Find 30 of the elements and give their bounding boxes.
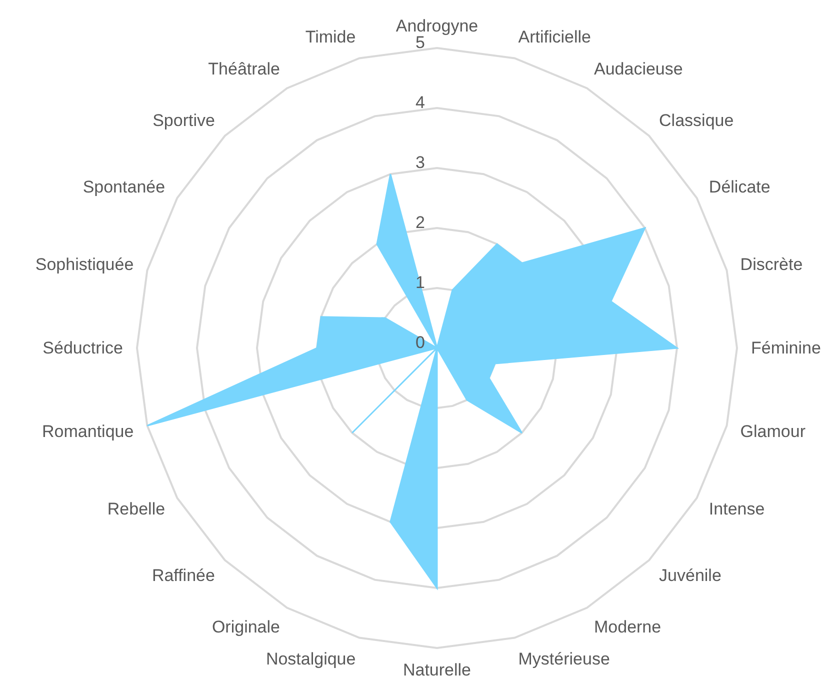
y-tick-label: 4 <box>416 93 425 112</box>
spoke-label: Intense <box>708 500 765 518</box>
spoke-label: Rebelle <box>107 500 166 518</box>
spoke-label: Timide <box>305 27 356 46</box>
spoke-label: Théâtrale <box>208 60 280 79</box>
spoke-label: Séductrice <box>42 338 123 358</box>
y-tick-label: 2 <box>416 213 425 232</box>
spoke-label: Originale <box>212 617 280 636</box>
spoke-label: Audacieuse <box>594 60 683 79</box>
spoke-label: Artificielle <box>518 27 592 46</box>
spoke-label: Classique <box>659 110 734 130</box>
spoke-label: Sophistiquée <box>35 255 134 274</box>
spoke-label: Féminine <box>751 338 821 358</box>
spoke-label: Mystérieuse <box>518 650 610 669</box>
spoke-label: Romantique <box>42 422 134 441</box>
y-tick-label: 1 <box>416 273 425 292</box>
spoke-label: Spontanée <box>82 178 166 196</box>
spoke-label: Glamour <box>740 422 806 441</box>
spoke-label: Moderne <box>594 617 662 636</box>
spoke-label: Délicate <box>708 178 770 196</box>
spoke-label: Discrète <box>740 255 803 274</box>
y-tick-label: 3 <box>416 153 425 172</box>
spoke-label: Nostalgique <box>266 650 356 669</box>
spoke-label: Juvénile <box>659 566 722 586</box>
spoke-label: Raffinée <box>152 566 215 586</box>
spoke-label: Sportive <box>152 110 215 130</box>
y-tick-label: 0 <box>416 333 425 352</box>
spoke-label: Androgyne <box>396 16 478 36</box>
y-tick-label: 5 <box>416 33 425 52</box>
spoke-label: Naturelle <box>402 660 472 680</box>
